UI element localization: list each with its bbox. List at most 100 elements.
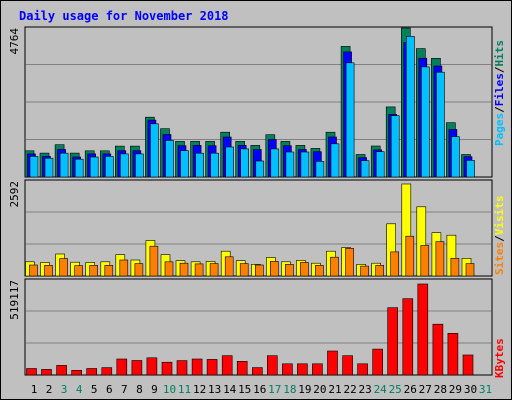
x-tick-label: 29 [449, 383, 462, 396]
x-tick-label: 16 [253, 383, 266, 396]
legend-hits: Hits [493, 40, 506, 67]
bar-kbytes-day-13 [206, 359, 218, 376]
bar-pages-day-1 [29, 156, 39, 178]
bar-sites-day-26 [405, 235, 415, 277]
bar-pages-day-30 [466, 160, 475, 178]
bar-sites-day-1 [29, 264, 38, 277]
x-tick-label: 20 [313, 383, 326, 396]
bar-kbytes-day-7 [116, 358, 128, 376]
bar-pages-day-23 [360, 160, 370, 178]
bar-pages-day-21 [330, 143, 340, 178]
x-tick-label: 5 [91, 383, 98, 396]
x-tick-label: 21 [328, 383, 341, 396]
bar-sites-day-6 [104, 265, 114, 277]
bar-pages-day-29 [451, 136, 460, 178]
bar-pages-day-6 [105, 156, 114, 178]
bar-sites-day-20 [315, 265, 324, 277]
x-tick-label: 13 [208, 383, 221, 396]
bar-pages-day-24 [375, 151, 385, 178]
bars-layer [24, 27, 475, 376]
bar-sites-day-13 [209, 263, 219, 277]
bar-pages-day-13 [210, 152, 219, 178]
x-tick-label: 18 [283, 383, 296, 396]
bar-sites-day-8 [134, 263, 144, 277]
x-tick-label: 25 [389, 383, 402, 396]
bar-pages-day-8 [135, 153, 144, 178]
x-tick-label: 31 [479, 383, 492, 396]
bar-kbytes-day-12 [191, 358, 203, 376]
x-tick-label: 19 [298, 383, 311, 396]
bar-pages-day-27 [420, 66, 430, 178]
bar-sites-day-15 [239, 263, 249, 277]
bar-kbytes-day-4 [71, 369, 82, 376]
x-tick-label: 12 [193, 383, 206, 396]
bar-pages-day-26 [405, 35, 415, 178]
bar-kbytes-day-15 [236, 360, 248, 376]
bar-pages-day-17 [270, 148, 280, 178]
x-tick-label: 30 [464, 383, 477, 396]
chart-title: Daily usage for November 2018 [19, 9, 229, 23]
bar-pages-day-22 [345, 62, 355, 178]
bar-pages-day-12 [195, 152, 204, 178]
x-tick-label: 8 [136, 383, 143, 396]
bar-sites-day-2 [44, 265, 53, 277]
bar-pages-day-7 [120, 153, 129, 178]
bar-pages-day-25 [390, 115, 400, 178]
bar-kbytes-day-20 [312, 363, 323, 376]
bar-kbytes-day-14 [221, 355, 233, 376]
bar-pages-day-5 [89, 156, 99, 178]
x-tick-label: 24 [374, 383, 388, 396]
bar-sites-day-10 [164, 261, 174, 277]
x-tick-label: 14 [223, 383, 237, 396]
bar-sites-day-3 [59, 258, 68, 277]
bar-kbytes-day-3 [56, 365, 67, 376]
bar-kbytes-day-25 [387, 307, 399, 376]
bar-kbytes-day-9 [146, 357, 158, 376]
x-tick-label: 4 [76, 383, 83, 396]
bar-sites-day-29 [450, 257, 460, 277]
bar-kbytes-day-8 [131, 360, 143, 376]
bar-pages-day-28 [436, 71, 445, 178]
bar-kbytes-day-24 [372, 348, 384, 376]
bar-sites-day-14 [224, 256, 234, 277]
bar-sites-day-19 [300, 262, 309, 277]
bar-sites-day-27 [420, 245, 430, 277]
legend-kbytes: KBytes [493, 338, 506, 378]
bar-kbytes-day-11 [176, 360, 188, 376]
x-tick-label: 9 [151, 383, 158, 396]
y-max-label-kbytes: 519117 [8, 280, 21, 320]
x-tick-label: 1 [31, 383, 38, 396]
legend: Pages/Files/Hits Sites/Visits KBytes [493, 40, 506, 378]
bar-kbytes-day-27 [417, 283, 429, 376]
x-tick-label: 17 [268, 383, 281, 396]
bar-pages-day-18 [285, 151, 295, 178]
bar-kbytes-day-23 [357, 363, 368, 376]
legend-pages: Pages [493, 113, 506, 146]
x-tick-label: 7 [121, 383, 128, 396]
bar-pages-day-11 [180, 150, 189, 178]
bar-pages-day-20 [315, 161, 325, 178]
legend-files: Files [493, 73, 506, 106]
bar-kbytes-day-17 [266, 355, 278, 376]
bar-kbytes-day-30 [462, 354, 474, 376]
bar-kbytes-day-2 [41, 369, 52, 376]
bar-sites-day-7 [119, 259, 129, 277]
bar-sites-day-17 [269, 261, 279, 277]
x-axis-labels: 1 2 3 4 5 6 7 8 9 10 11 12 13 14 15 16 17 18 19 20 21 22 23 24 2… [31, 383, 492, 396]
bar-kbytes-day-28 [432, 323, 444, 376]
bar-sites-day-28 [435, 241, 445, 277]
legend-visits: Visits [493, 196, 506, 236]
bar-kbytes-day-21 [327, 350, 338, 376]
bar-sites-day-22 [345, 248, 354, 277]
bar-sites-day-5 [89, 265, 98, 277]
bar-sites-day-11 [179, 262, 189, 277]
bar-pages-day-10 [165, 140, 174, 178]
bar-pages-day-9 [150, 123, 159, 178]
bar-kbytes-day-19 [297, 363, 308, 376]
bar-kbytes-day-1 [26, 368, 37, 376]
bar-sites-day-24 [375, 265, 385, 277]
bar-pages-day-19 [300, 151, 310, 178]
x-tick-label: 2 [46, 383, 53, 396]
bar-sites-day-21 [330, 256, 339, 277]
